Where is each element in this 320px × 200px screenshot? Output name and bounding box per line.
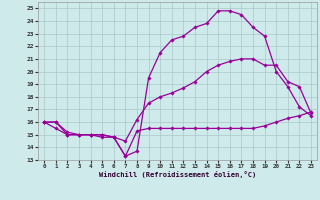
X-axis label: Windchill (Refroidissement éolien,°C): Windchill (Refroidissement éolien,°C) [99,171,256,178]
